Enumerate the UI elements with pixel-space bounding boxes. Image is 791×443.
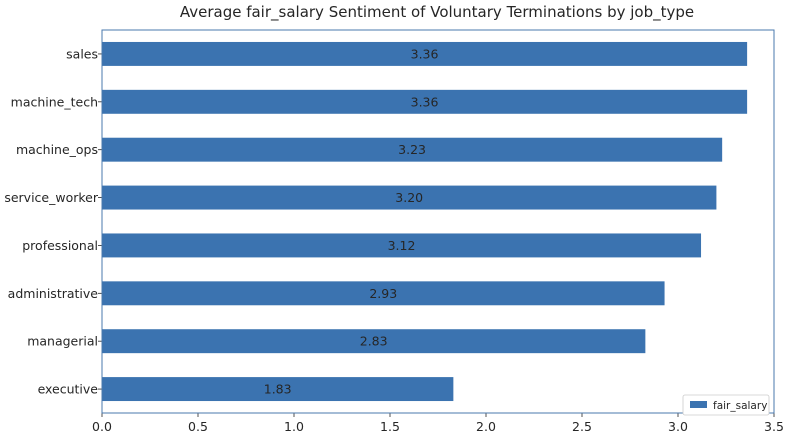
category-label-managerial: managerial xyxy=(27,334,98,349)
data-label-sales: 3.36 xyxy=(411,46,439,61)
data-label-service_worker: 3.20 xyxy=(395,190,423,205)
x-tick-label-3: 1.5 xyxy=(380,419,400,434)
bar-managerial xyxy=(102,329,646,354)
data-label-professional: 3.12 xyxy=(388,238,416,253)
legend-swatch xyxy=(690,401,707,408)
category-label-executive: executive xyxy=(38,382,99,397)
bar-machine_tech xyxy=(102,89,748,114)
category-label-professional: professional xyxy=(22,238,98,253)
x-tick-label-4: 2.0 xyxy=(476,419,496,434)
category-label-sales: sales xyxy=(66,46,98,61)
category-labels-group: sales machine_tech machine_ops service_work… xyxy=(4,46,102,397)
bar-sales xyxy=(102,41,748,66)
x-tick-label-2: 1.0 xyxy=(284,419,304,434)
x-tick-label-1: 0.5 xyxy=(188,419,208,434)
category-label-service_worker: service_worker xyxy=(4,190,99,205)
data-label-machine_ops: 3.23 xyxy=(398,142,426,157)
x-tick-label-0: 0.0 xyxy=(92,419,112,434)
bar-executive xyxy=(102,377,454,402)
bar-administrative xyxy=(102,281,665,306)
bar-professional xyxy=(102,233,702,258)
legend-box xyxy=(682,394,770,416)
x-tick-label-5: 2.5 xyxy=(572,419,592,434)
data-label-managerial: 2.83 xyxy=(360,334,388,349)
legend-label: fair_salary xyxy=(713,400,767,412)
x-ticks-group: 0.0 0.5 1.0 1.5 2.0 2.5 3.0 3.5 xyxy=(92,413,784,434)
category-label-administrative: administrative xyxy=(8,286,99,301)
category-label-machine_tech: machine_tech xyxy=(11,94,98,109)
bar-machine_ops xyxy=(102,137,723,162)
category-label-machine_ops: machine_ops xyxy=(16,142,98,157)
data-label-executive: 1.83 xyxy=(264,382,292,397)
plot-frame xyxy=(101,29,775,414)
x-tick-label-7: 3.5 xyxy=(764,419,784,434)
chart-title: Average fair_salary Sentiment of Volunta… xyxy=(180,3,694,22)
bar-service_worker xyxy=(102,185,717,210)
data-label-machine_tech: 3.36 xyxy=(411,94,439,109)
bars-group xyxy=(102,41,748,402)
data-labels-group: 3.36 3.36 3.23 3.20 3.12 2.93 2.83 1.83 xyxy=(264,46,439,396)
data-label-administrative: 2.93 xyxy=(369,286,397,301)
legend: fair_salary xyxy=(682,394,770,416)
x-tick-label-6: 3.0 xyxy=(668,419,688,434)
